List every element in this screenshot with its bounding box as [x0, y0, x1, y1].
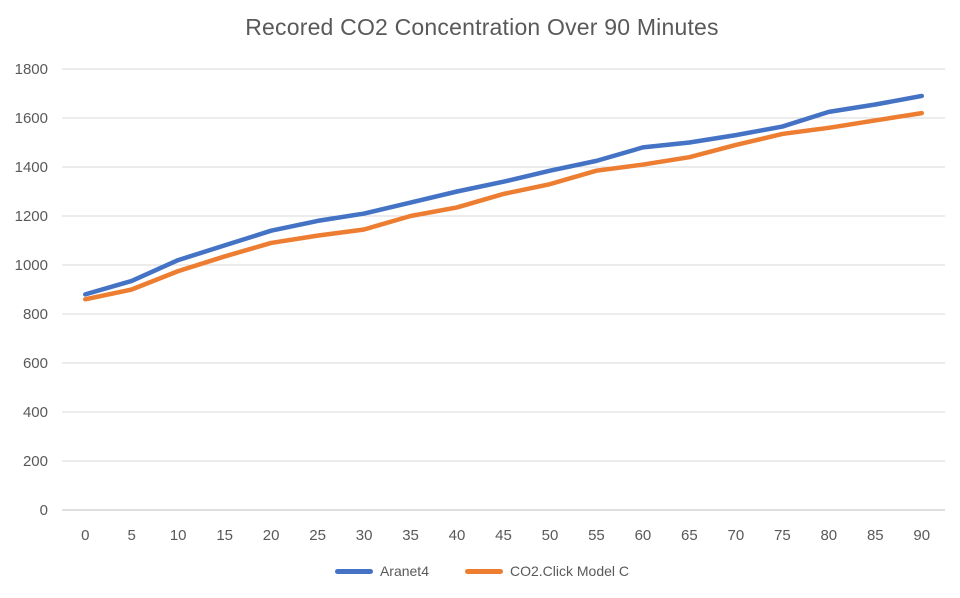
y-axis-tick-label: 0: [40, 502, 48, 519]
x-axis-tick-label: 20: [263, 527, 280, 544]
x-axis-tick-label: 10: [170, 527, 187, 544]
chart-legend: Aranet4 CO2.Click Model C: [0, 563, 960, 579]
x-axis-tick-label: 15: [216, 527, 233, 544]
x-axis-tick-label: 30: [356, 527, 373, 544]
x-axis-tick-label: 85: [867, 527, 884, 544]
x-axis-tick-label: 5: [128, 527, 136, 544]
y-axis-tick-label: 1800: [15, 61, 48, 78]
series-line-co2-click-model-c: [82, 110, 925, 302]
x-axis-tick-label: 50: [542, 527, 559, 544]
x-axis-tick-label: 35: [402, 527, 419, 544]
x-axis-tick-label: 0: [81, 527, 89, 544]
legend-label-co2click: CO2.Click Model C: [510, 563, 630, 579]
legend-swatch-co2click-icon: [465, 568, 503, 574]
y-axis-tick-label: 1600: [15, 110, 48, 127]
y-axis-tick-label: 1400: [15, 159, 48, 176]
series-line-aranet4: [82, 93, 925, 297]
x-axis-tick-label: 90: [913, 527, 930, 544]
chart-title: Recored CO2 Concentration Over 90 Minute…: [245, 14, 719, 40]
y-axis-tick-label: 600: [23, 355, 48, 372]
legend-label-aranet4: Aranet4: [379, 563, 429, 579]
x-axis-tick-label: 60: [635, 527, 652, 544]
legend-swatch-aranet4-icon: [334, 568, 373, 574]
x-axis-tick-label: 25: [309, 527, 326, 544]
legend-item-aranet4: Aranet4: [334, 563, 429, 579]
x-axis-tick-label: 75: [774, 527, 791, 544]
x-axis-tick-label: 65: [681, 527, 698, 544]
x-axis-tick-label: 55: [588, 527, 605, 544]
x-axis-tick-label: 80: [820, 527, 837, 544]
x-axis-tick-label: 45: [495, 527, 512, 544]
x-axis-tick-label: 40: [449, 527, 466, 544]
x-axis-tick-label: 70: [728, 527, 745, 544]
y-axis-tick-label: 800: [23, 306, 48, 323]
y-axis-tick-label: 200: [23, 453, 48, 470]
y-axis-tick-label: 400: [23, 404, 48, 421]
legend-item-co2click: CO2.Click Model C: [465, 563, 629, 579]
y-axis-tick-label: 1000: [15, 257, 48, 274]
y-axis-tick-label: 1200: [15, 208, 48, 225]
